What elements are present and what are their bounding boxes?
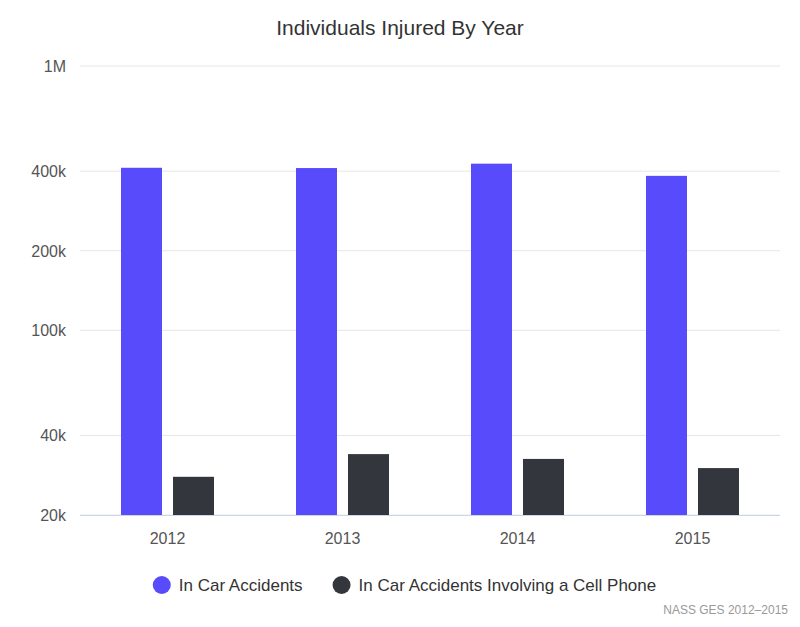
x-tick-label: 2015 (675, 530, 711, 547)
bar (348, 454, 389, 515)
x-tick-label: 2014 (500, 530, 536, 547)
y-tick-label: 1M (44, 58, 66, 75)
grid (80, 66, 780, 515)
y-tick-label: 400k (31, 163, 67, 180)
legend-swatch (333, 576, 351, 594)
grid-line (80, 171, 780, 172)
bar (296, 168, 337, 515)
y-tick-label: 40k (40, 427, 67, 444)
bar (523, 459, 564, 515)
title: Individuals Injured By Year (276, 16, 524, 39)
chart-svg: Individuals Injured By Year 20k 40k 100k 200… (0, 0, 800, 627)
legend-label: In Car Accidents Involving a Cell Phone (359, 576, 657, 595)
grid-line (80, 66, 780, 67)
y-tick-label: 100k (31, 322, 67, 339)
bar (698, 468, 739, 515)
legend-item: In Car Accidents Involving a Cell Phone (333, 576, 657, 595)
bar (471, 164, 512, 515)
legend-label: In Car Accidents (179, 576, 303, 595)
chart-container: Individuals Injured By Year 20k 40k 100k 200… (0, 0, 800, 627)
bars (121, 164, 739, 515)
bar (121, 168, 162, 515)
legend: In Car Accidents In Car Accidents Involvi… (153, 576, 656, 595)
legend-item: In Car Accidents (153, 576, 303, 595)
legend-swatch (153, 576, 171, 594)
bar (646, 176, 687, 515)
bar (173, 477, 214, 515)
y-tick-label: 20k (40, 507, 67, 524)
x-tick-label: 2012 (150, 530, 186, 547)
source: NASS GES 2012–2015 (663, 603, 788, 617)
y-tick-label: 200k (31, 243, 67, 260)
x-tick-label: 2013 (325, 530, 361, 547)
x-axis-line (80, 515, 780, 516)
